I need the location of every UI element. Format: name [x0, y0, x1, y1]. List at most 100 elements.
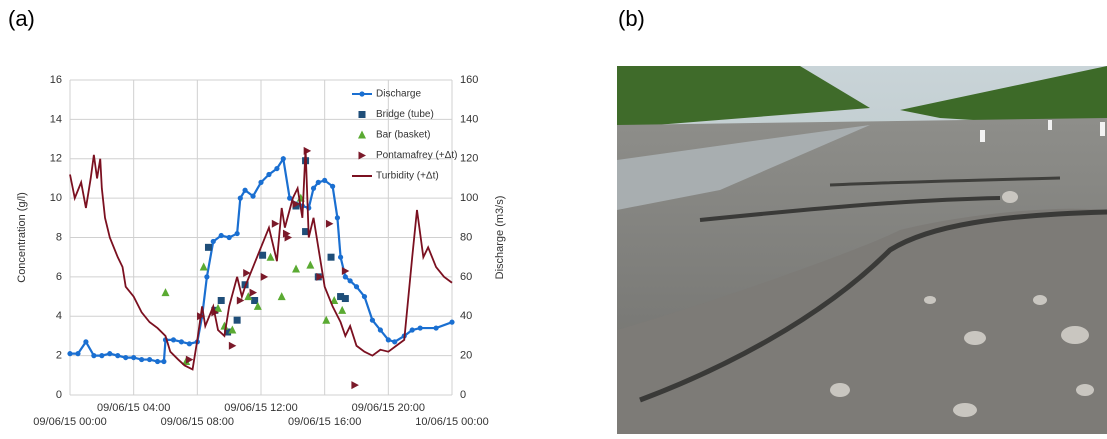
y-tick-label: 2	[56, 350, 62, 362]
marker	[337, 293, 345, 301]
y2-tick-label: 120	[460, 153, 478, 165]
marker	[210, 238, 216, 245]
marker	[161, 358, 167, 365]
marker	[244, 292, 253, 301]
marker	[338, 305, 347, 314]
marker	[277, 292, 286, 301]
marker	[369, 317, 376, 323]
marker	[185, 355, 194, 364]
marker	[433, 325, 439, 331]
marker	[115, 353, 121, 359]
y-tick-label: 4	[56, 310, 62, 322]
marker	[292, 200, 301, 209]
marker	[250, 193, 256, 199]
marker	[306, 260, 315, 269]
marker	[392, 339, 398, 345]
marker	[123, 354, 129, 361]
marker	[337, 254, 344, 260]
marker	[274, 165, 280, 172]
marker	[260, 272, 269, 281]
marker	[316, 272, 324, 281]
marker	[266, 171, 272, 178]
x-tick-label: 09/06/15 00:00	[33, 416, 106, 428]
y-tick-label: 10	[50, 192, 62, 204]
y-tick-label: 6	[56, 271, 62, 283]
marker	[237, 195, 243, 201]
marker	[178, 339, 185, 345]
marker	[280, 156, 286, 162]
marker	[226, 234, 232, 241]
marker	[353, 284, 360, 290]
marker	[249, 288, 258, 297]
legend-label: Turbidity (+Δt)	[376, 171, 439, 182]
marker	[170, 337, 177, 343]
marker	[351, 381, 359, 390]
x-tick-label: 10/06/15 00:00	[415, 416, 488, 428]
y2-tick-label: 20	[460, 350, 472, 362]
marker	[236, 296, 245, 305]
marker	[330, 296, 339, 304]
y2-tick-label: 80	[460, 231, 472, 243]
marker	[325, 219, 334, 228]
marker	[233, 316, 241, 324]
marker	[327, 253, 335, 261]
marker	[139, 356, 145, 363]
marker	[302, 228, 310, 236]
y-axis-label: Concentration (g/l)	[16, 192, 28, 283]
marker	[204, 243, 212, 251]
marker	[322, 177, 328, 184]
marker	[417, 325, 423, 331]
marker	[266, 252, 275, 261]
marker	[242, 187, 248, 193]
marker	[146, 356, 153, 363]
y2-tick-label: 100	[460, 192, 478, 204]
panel-label: (b)	[618, 6, 645, 31]
y-tick-label: 8	[56, 231, 62, 243]
y-tick-label: 16	[50, 74, 62, 86]
marker	[292, 264, 301, 273]
panel-label: (a)	[8, 6, 35, 31]
marker	[341, 295, 349, 303]
legend-entry: Discharge	[352, 89, 421, 100]
marker	[322, 315, 331, 324]
marker	[271, 219, 280, 228]
marker	[204, 274, 210, 280]
legend-entry: Bar (basket)	[358, 130, 430, 141]
y-tick-label: 14	[50, 113, 62, 125]
marker	[259, 251, 267, 259]
x-tick-label: 09/06/15 12:00	[224, 402, 297, 414]
legend-entry: Pontamafrey (+Δt)	[358, 150, 457, 161]
marker	[347, 278, 353, 284]
legend-label: Bridge (tube)	[376, 109, 434, 120]
marker	[228, 341, 237, 350]
marker	[258, 179, 264, 185]
marker	[217, 297, 225, 304]
marker	[199, 262, 208, 271]
marker	[228, 325, 237, 334]
marker	[341, 266, 350, 275]
marker	[315, 179, 321, 185]
legend-swatch	[358, 151, 366, 160]
marker	[251, 297, 259, 304]
x-tick-label: 09/06/15 20:00	[352, 402, 425, 414]
marker	[334, 215, 340, 221]
legend-swatch	[358, 111, 366, 118]
marker	[224, 328, 232, 336]
marker	[449, 319, 455, 325]
marker	[99, 353, 105, 359]
marker	[83, 339, 89, 345]
legend-entry: Bridge (tube)	[358, 109, 434, 120]
marker	[186, 341, 192, 347]
y2-tick-label: 0	[460, 389, 466, 401]
marker	[385, 337, 391, 343]
y-tick-label: 12	[50, 153, 62, 165]
x-tick-label: 09/06/15 16:00	[288, 416, 361, 428]
legend-label: Bar (basket)	[376, 130, 430, 141]
marker	[131, 354, 137, 361]
y2-tick-label: 40	[460, 310, 472, 322]
marker	[284, 233, 293, 242]
legend-label: Discharge	[376, 89, 421, 100]
marker	[161, 288, 170, 297]
